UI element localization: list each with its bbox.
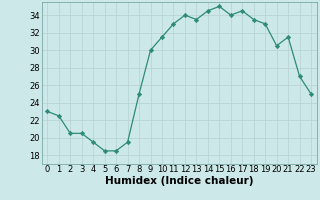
X-axis label: Humidex (Indice chaleur): Humidex (Indice chaleur) <box>105 176 253 186</box>
